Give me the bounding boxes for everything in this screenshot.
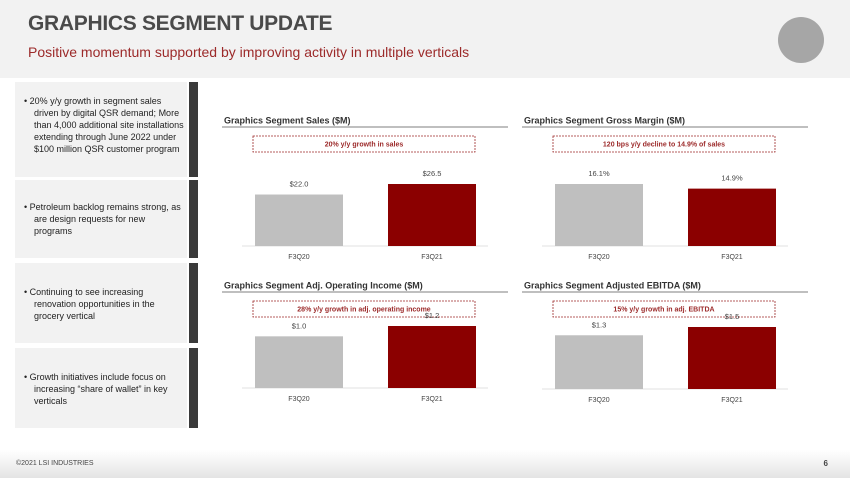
annotation: 120 bps y/y decline to 14.9% of sales bbox=[603, 141, 725, 148]
chart-title: Graphics Segment Sales ($M) bbox=[224, 115, 351, 125]
chart-title: Graphics Segment Gross Margin ($M) bbox=[524, 115, 685, 125]
bullet-box bbox=[15, 263, 187, 343]
value-label: $1.3 bbox=[592, 320, 607, 329]
annotation-box bbox=[552, 300, 776, 318]
value-label: 14.9% bbox=[721, 174, 743, 183]
bar bbox=[388, 326, 476, 388]
bullet-text: Petroleum backlog remains strong, as are… bbox=[29, 202, 181, 236]
bullet-text: Growth initiatives include focus on incr… bbox=[29, 372, 168, 406]
chart-title: Graphics Segment Adjusted EBITDA ($M) bbox=[524, 280, 701, 290]
bar bbox=[688, 188, 776, 246]
copyright: ©2021 LSI INDUSTRIES bbox=[16, 460, 94, 467]
annotation-box bbox=[252, 300, 476, 318]
bullet-box bbox=[15, 348, 187, 428]
bullet: • Continuing to see increasing renovatio… bbox=[24, 287, 155, 321]
x-tick-label: F3Q20 bbox=[588, 254, 610, 261]
bar bbox=[555, 184, 643, 246]
footer-band bbox=[0, 450, 850, 478]
slide-title: GRAPHICS SEGMENT UPDATE bbox=[28, 12, 333, 35]
x-tick-label: F3Q20 bbox=[288, 254, 310, 261]
bar bbox=[688, 327, 776, 389]
side-bar bbox=[189, 180, 198, 258]
bullet: • Petroleum backlog remains strong, as a… bbox=[24, 202, 181, 236]
x-tick-label: F3Q20 bbox=[588, 397, 610, 404]
bullet-box bbox=[15, 82, 187, 177]
value-label: $26.5 bbox=[423, 169, 442, 178]
annotation-box bbox=[252, 135, 476, 153]
bar bbox=[255, 336, 343, 388]
value-label: $1.0 bbox=[292, 321, 307, 330]
logo bbox=[778, 17, 824, 63]
side-bar bbox=[189, 348, 198, 428]
bullet-text: Continuing to see increasing renovation … bbox=[29, 287, 155, 321]
side-bar bbox=[189, 82, 198, 177]
bullet-box bbox=[15, 180, 187, 258]
page-number: 6 bbox=[823, 459, 828, 468]
bar bbox=[255, 194, 343, 246]
chart-title: Graphics Segment Adj. Operating Income (… bbox=[224, 280, 423, 290]
slide-subtitle: Positive momentum supported by improving… bbox=[28, 44, 470, 60]
value-label: $22.0 bbox=[290, 180, 309, 189]
bullet: • Growth initiatives include focus on in… bbox=[24, 372, 168, 406]
x-tick-label: F3Q21 bbox=[421, 396, 443, 403]
bar bbox=[388, 184, 476, 246]
annotation: 20% y/y growth in sales bbox=[325, 141, 404, 148]
value-label: $1.5 bbox=[725, 312, 740, 321]
x-tick-label: F3Q21 bbox=[721, 397, 743, 404]
bullet: • 20% y/y growth in segment sales driven… bbox=[24, 96, 184, 154]
header-band bbox=[0, 0, 850, 78]
x-tick-label: F3Q21 bbox=[421, 254, 443, 261]
annotation: 28% y/y growth in adj. operating income bbox=[297, 306, 431, 313]
x-tick-label: F3Q20 bbox=[288, 396, 310, 403]
side-bar bbox=[189, 263, 198, 343]
x-tick-label: F3Q21 bbox=[721, 254, 743, 261]
value-label: $1.2 bbox=[425, 311, 440, 320]
bar bbox=[555, 335, 643, 389]
annotation-box bbox=[552, 135, 776, 153]
bullet-text: 20% y/y growth in segment sales driven b… bbox=[29, 96, 184, 154]
value-label: 16.1% bbox=[588, 169, 610, 178]
annotation: 15% y/y growth in adj. EBITDA bbox=[613, 306, 714, 313]
